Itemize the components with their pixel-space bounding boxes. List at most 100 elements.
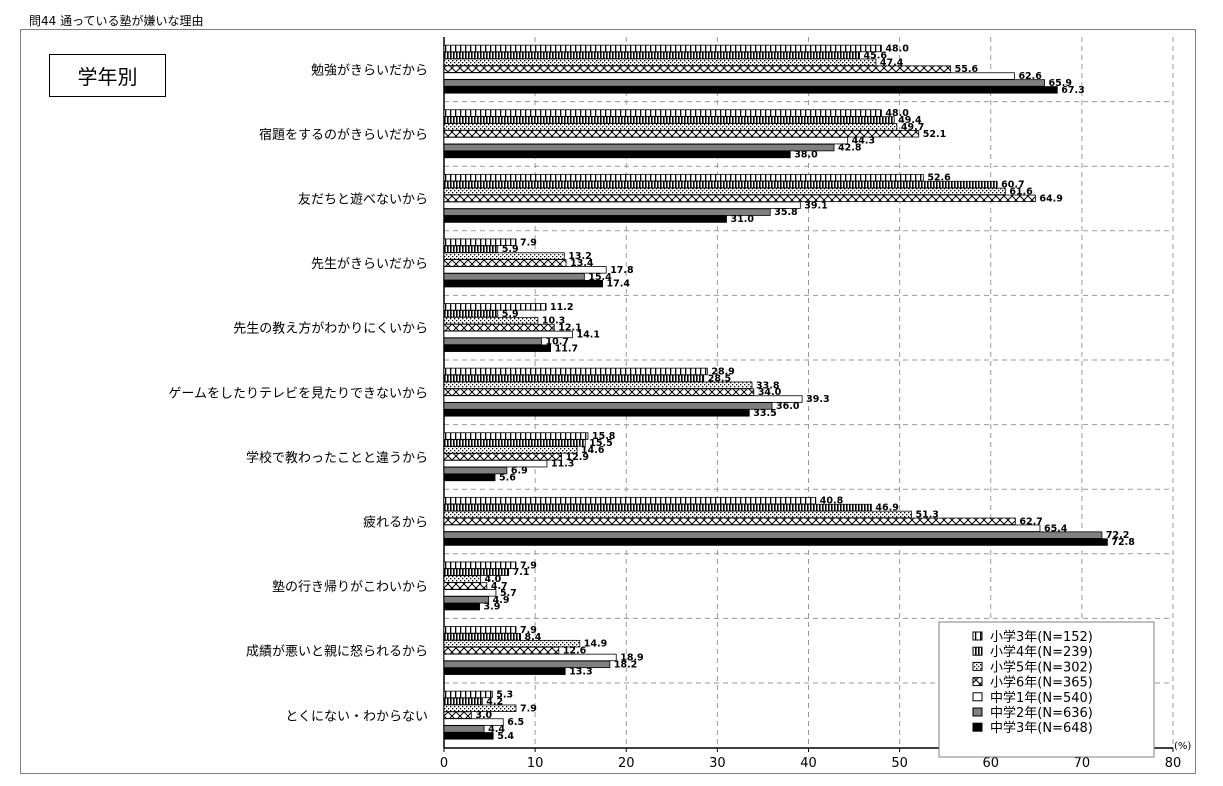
category-label: 友だちと遊べないから [298,192,428,208]
value-label: 47.4 [880,57,904,68]
value-label: 6.9 [511,466,528,477]
value-label: 14.9 [584,639,607,650]
bar [443,215,727,223]
bar [443,143,835,152]
x-tick-label: 0 [440,756,448,771]
x-tick-label: 50 [891,756,908,771]
value-label: 15.5 [589,438,612,449]
bar [443,44,882,53]
value-label: 7.9 [520,703,537,714]
bar [443,65,952,73]
value-label: 46.9 [875,503,898,514]
bar [443,596,490,604]
bar [443,273,585,281]
x-tick-label: 70 [1074,756,1091,771]
value-label: 49.4 [898,115,922,126]
bar [443,582,488,590]
category-label: 宿題をするのがきらいだから [259,127,428,143]
value-label: 5.9 [502,244,519,255]
value-label: 5.4 [497,731,514,742]
value-label: 28.9 [711,366,734,377]
bar [443,279,603,288]
value-label: 62.6 [1018,71,1042,82]
value-label: 38.0 [794,149,818,160]
bar [443,589,497,597]
bar [443,310,499,318]
bar [443,323,555,332]
value-label: 36.0 [776,401,800,412]
value-label: 60.7 [1001,180,1024,191]
value-label: 17.8 [610,265,634,276]
legend-label: 中学3年(N=648) [990,720,1093,736]
value-label: 11.2 [550,302,573,313]
value-label: 4.7 [491,581,508,592]
legend-label: 中学2年(N=636) [990,705,1093,721]
legend-swatch [972,661,983,671]
bar [443,150,791,159]
bar [443,109,882,117]
value-label: 15.8 [592,431,616,442]
value-label: 12.6 [563,646,587,657]
legend-label: 中学1年(N=540) [990,690,1093,706]
bar [443,123,898,131]
value-label: 65.9 [1049,78,1072,89]
value-label: 40.8 [820,496,844,507]
value-label: 51.3 [915,509,938,520]
value-label: 33.8 [756,380,780,391]
bar [443,561,517,569]
value-label: 48.0 [885,108,909,119]
value-label: 45.6 [864,50,888,61]
legend-swatch [972,677,983,687]
value-label: 15.4 [588,272,612,283]
value-label: 12.9 [566,452,589,463]
bar [443,697,483,706]
chart-frame [20,29,1196,774]
legend-box [938,621,1155,758]
bar [443,432,589,440]
bar [443,374,705,383]
value-label: 4.9 [493,595,510,606]
category-label: 成績が悪いと親に怒られるから [246,645,428,660]
bar [443,194,1036,203]
bar [443,653,617,662]
bar [443,439,586,447]
value-label: 14.6 [581,445,605,456]
bar [443,711,472,719]
value-label: 7.1 [513,567,530,578]
value-label: 49.7 [901,122,924,133]
bar [443,602,480,611]
legend-label: 小学5年(N=302) [990,659,1093,675]
bar [443,626,517,634]
legend-label: 小学3年(N=152) [990,629,1093,645]
bar [443,466,508,475]
bar [443,367,708,376]
value-label: 7.9 [520,237,537,248]
category-label: 先生がきらいだから [311,257,428,272]
bar [443,690,493,699]
value-label: 4.0 [484,574,501,585]
value-label: 72.2 [1106,530,1129,541]
value-label: 35.8 [774,207,798,218]
bar [443,180,998,189]
value-label: 4.4 [488,724,505,735]
value-label: 12.1 [558,323,581,334]
legend: 小学3年(N=152)小学4年(N=239)小学5年(N=302)小学6年(N=… [938,621,1155,758]
bar [443,316,539,325]
value-label: 39.1 [804,200,827,211]
bar [443,86,1058,94]
bar [443,575,481,583]
bar [443,116,895,124]
value-label: 18.2 [614,659,637,670]
bar [443,473,496,482]
bar [443,453,562,461]
bar [443,646,560,655]
bar [443,633,521,641]
bars [443,44,1108,740]
value-label: 5.7 [500,588,517,599]
value-label: 64.9 [1039,193,1062,204]
legend-swatch [972,692,983,702]
legend-swatch [972,646,983,656]
value-label: 14.1 [576,329,599,340]
value-label: 52.1 [923,129,946,140]
bar [443,503,872,512]
